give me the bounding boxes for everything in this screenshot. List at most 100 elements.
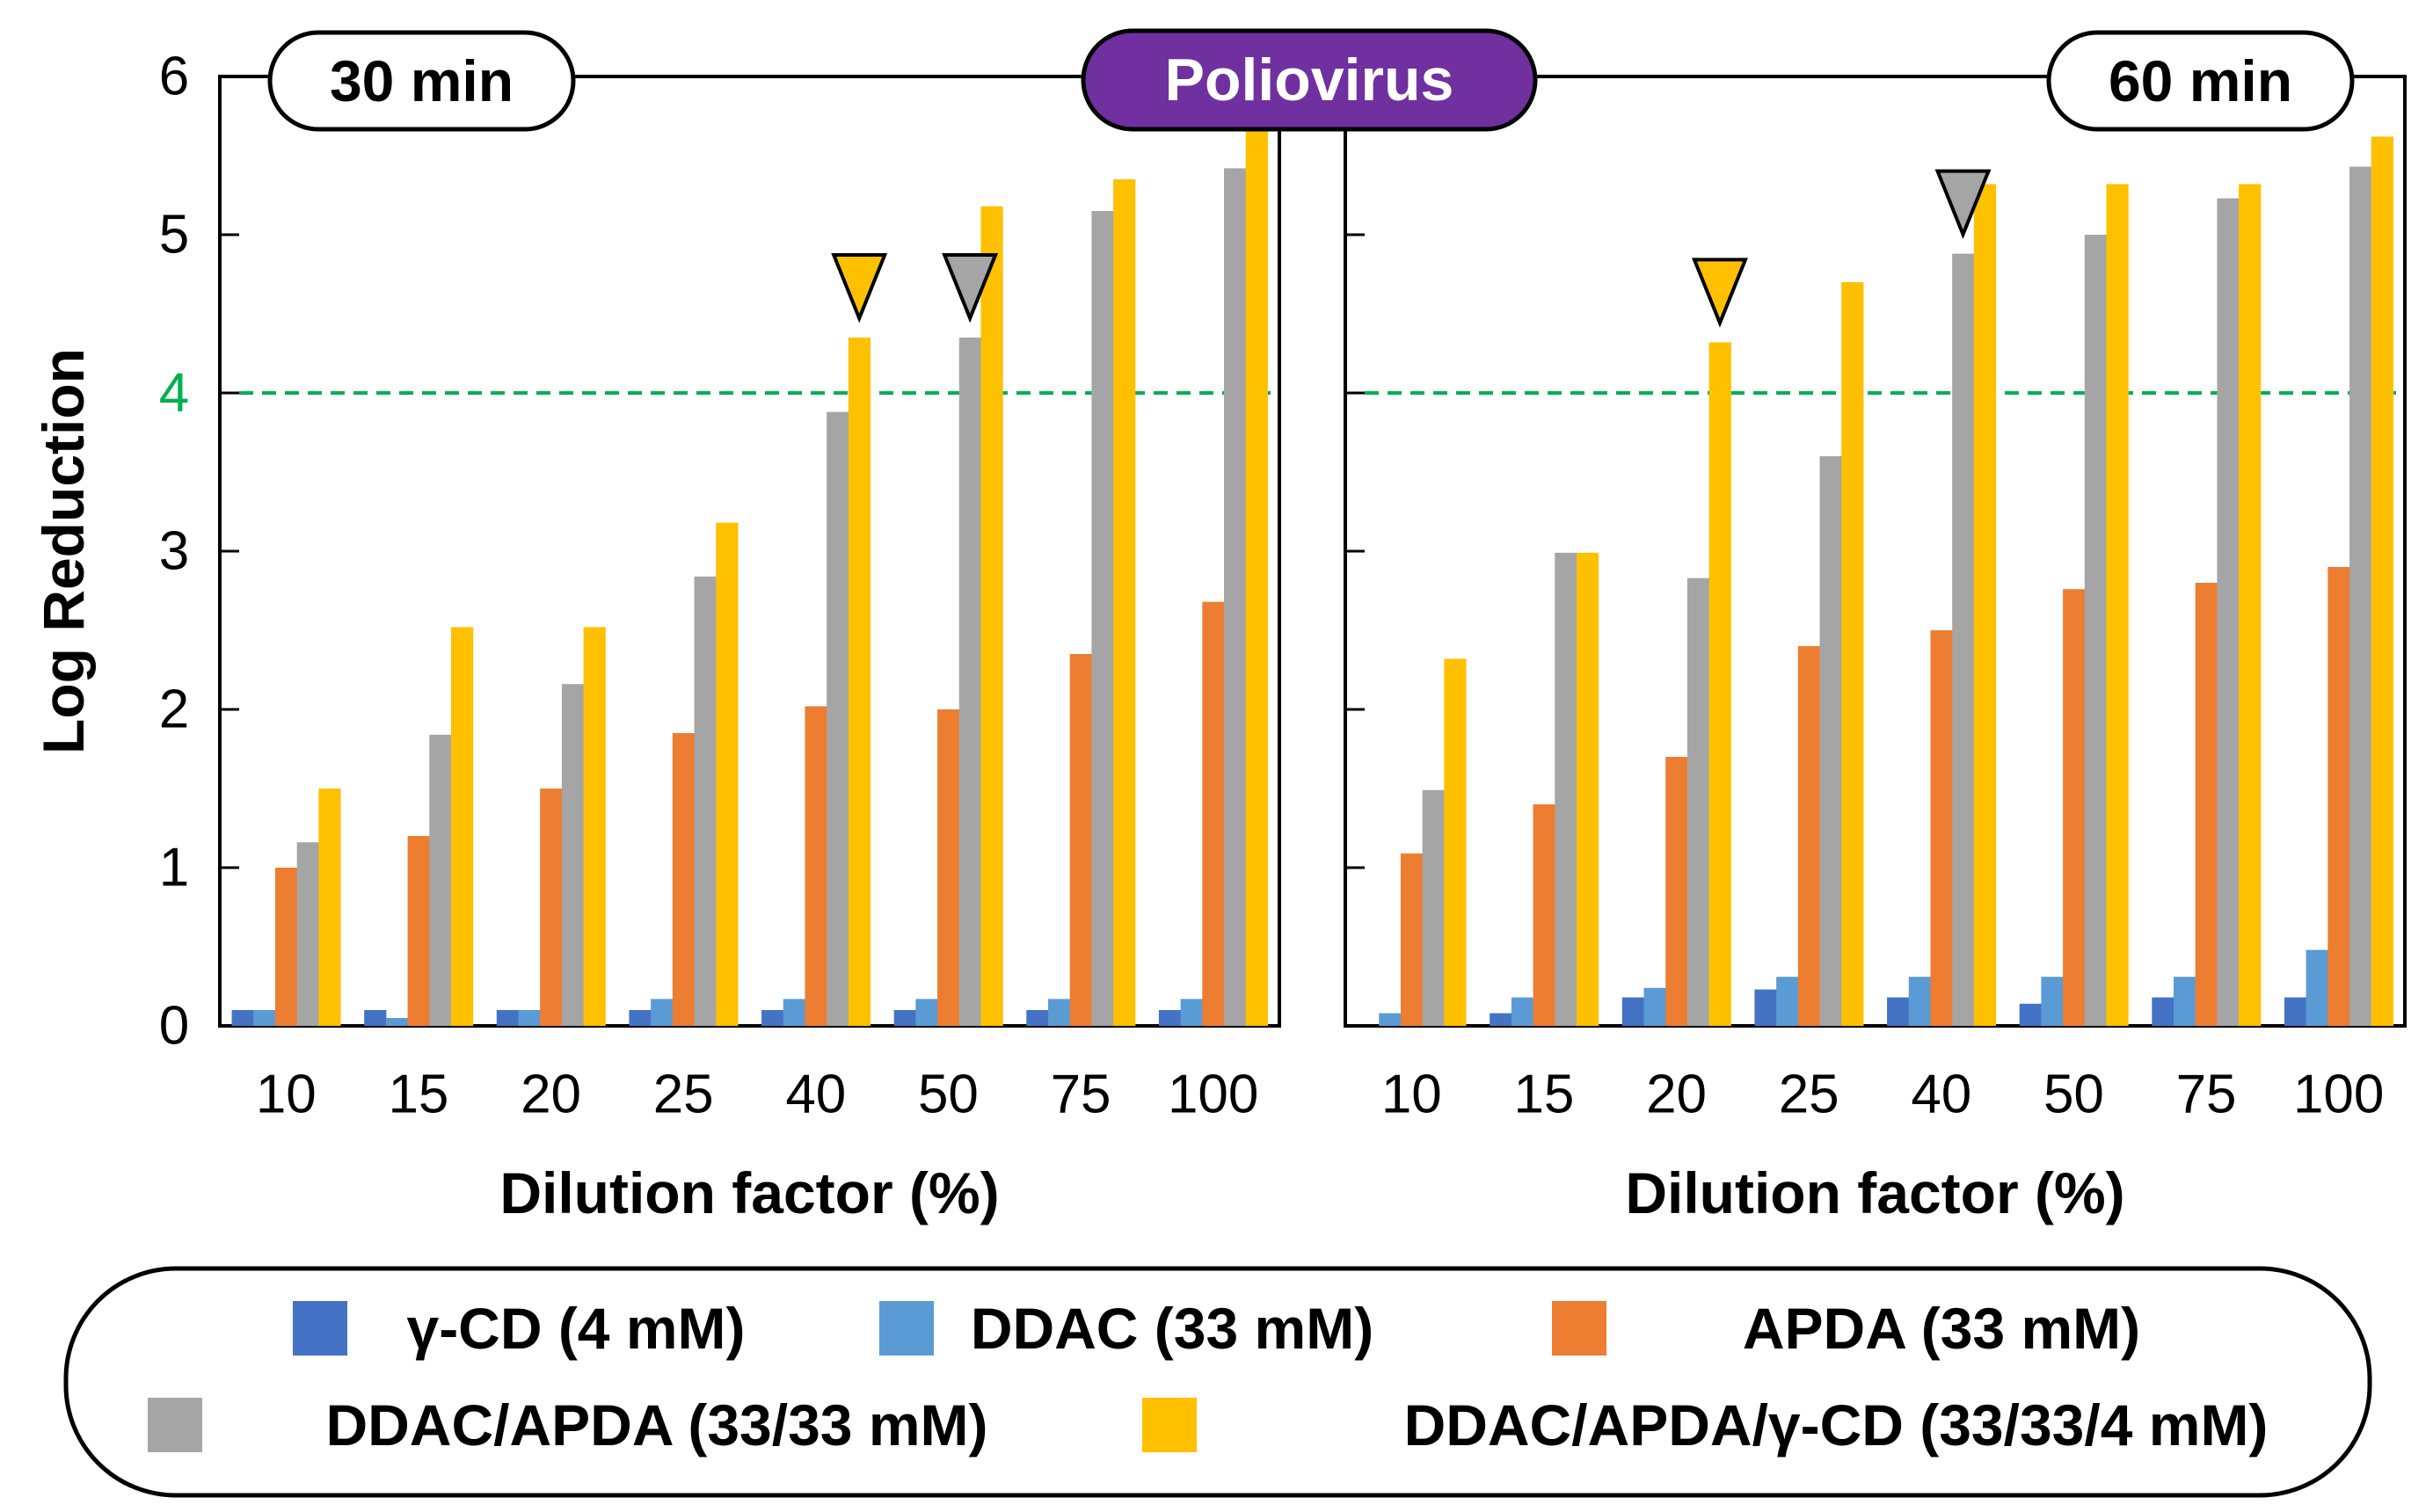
time-label: 60 min bbox=[2109, 48, 2292, 113]
legend-swatch bbox=[1552, 1301, 1606, 1356]
bar bbox=[1908, 977, 1931, 1026]
bar bbox=[2349, 166, 2372, 1027]
x-tick-label: 100 bbox=[1168, 1065, 1258, 1125]
bar bbox=[1708, 342, 1731, 1026]
panel-60-min: 10 15 20 25 40 50 75 100 Dilution factor (%) 60 m… bbox=[1344, 30, 2407, 1225]
bar bbox=[1665, 757, 1688, 1026]
bar bbox=[1621, 997, 1645, 1026]
bar bbox=[1841, 282, 1864, 1026]
bar bbox=[2041, 977, 2064, 1026]
bar bbox=[980, 206, 1003, 1027]
bar bbox=[518, 1010, 541, 1026]
legend-label: DDAC/APDA/γ-CD (33/33/4 mM) bbox=[1404, 1392, 2269, 1457]
bar bbox=[1026, 1010, 1049, 1026]
bar bbox=[540, 789, 563, 1026]
legend-label: DDAC/APDA (33/33 mM) bbox=[325, 1392, 987, 1457]
legend-swatch bbox=[879, 1301, 934, 1356]
bar bbox=[1973, 184, 1997, 1026]
bar bbox=[1490, 1013, 1512, 1026]
bar bbox=[805, 706, 827, 1026]
bar bbox=[1533, 804, 1555, 1026]
bar bbox=[2306, 949, 2328, 1026]
bar bbox=[893, 1010, 916, 1026]
marker-triangle bbox=[831, 253, 888, 323]
legend-swatch bbox=[148, 1398, 202, 1452]
bar bbox=[1379, 1013, 1402, 1026]
bar bbox=[2019, 1003, 2042, 1026]
bar bbox=[716, 522, 739, 1026]
bar bbox=[274, 868, 298, 1026]
y-tick-label: 0 bbox=[159, 996, 189, 1057]
x-tick-label: 20 bbox=[521, 1065, 581, 1125]
x-tick-label: 20 bbox=[1646, 1065, 1707, 1125]
x-tick-label: 40 bbox=[1911, 1065, 1971, 1125]
bar bbox=[231, 1010, 254, 1026]
bar bbox=[2195, 583, 2218, 1026]
bar bbox=[629, 1010, 652, 1026]
x-tick-label: 100 bbox=[2293, 1065, 2384, 1125]
x-tick-label: 40 bbox=[785, 1065, 846, 1125]
y-tick-label: 3 bbox=[159, 521, 189, 582]
bar bbox=[429, 734, 452, 1026]
bar bbox=[2063, 589, 2086, 1026]
bar bbox=[1224, 168, 1247, 1026]
bar bbox=[915, 999, 938, 1026]
x-tick-label: 75 bbox=[2176, 1065, 2237, 1125]
y-tick-label: 2 bbox=[159, 680, 189, 740]
bar bbox=[2106, 184, 2129, 1026]
x-tick-label: 15 bbox=[1513, 1065, 1574, 1125]
y-axis-label: Log Reduction bbox=[31, 348, 96, 754]
x-tick-label: 25 bbox=[653, 1065, 714, 1125]
bar bbox=[318, 789, 341, 1026]
bar bbox=[1422, 789, 1445, 1026]
bar bbox=[1180, 999, 1203, 1026]
x-tick-label: 75 bbox=[1051, 1065, 1111, 1125]
x-tick-label: 25 bbox=[1779, 1065, 1839, 1125]
bar bbox=[1776, 977, 1799, 1026]
bar bbox=[253, 1010, 276, 1026]
y-tick-label: 1 bbox=[159, 838, 189, 898]
bar bbox=[958, 338, 981, 1026]
bar bbox=[450, 627, 474, 1026]
legend-swatch bbox=[293, 1301, 347, 1356]
bar bbox=[651, 999, 674, 1026]
bar bbox=[937, 709, 960, 1026]
legend-swatch bbox=[1142, 1398, 1197, 1452]
bar bbox=[2217, 198, 2240, 1027]
bar bbox=[1048, 999, 1071, 1026]
title-box bbox=[1081, 28, 1538, 132]
bar bbox=[1245, 116, 1268, 1026]
bar bbox=[2174, 977, 2196, 1026]
bar bbox=[2284, 997, 2307, 1026]
bar bbox=[1069, 654, 1092, 1026]
y-tick-label: 6 bbox=[159, 47, 189, 107]
bar bbox=[783, 999, 805, 1026]
bar bbox=[2239, 184, 2262, 1026]
bar bbox=[561, 684, 585, 1026]
x-tick-label: 10 bbox=[1381, 1065, 1442, 1125]
legend-label: γ-CD (4 mM) bbox=[406, 1296, 745, 1361]
bar bbox=[848, 338, 871, 1026]
bar bbox=[496, 1010, 520, 1026]
bar bbox=[694, 576, 717, 1026]
bar bbox=[1091, 211, 1114, 1026]
bar bbox=[2371, 136, 2393, 1026]
x-tick-label: 50 bbox=[918, 1065, 979, 1125]
x-tick-label: 10 bbox=[256, 1065, 317, 1125]
bar bbox=[407, 836, 430, 1026]
legend-label: APDA (33 mM) bbox=[1743, 1296, 2140, 1361]
marker-triangle bbox=[1692, 258, 1748, 328]
bar bbox=[1930, 630, 1953, 1026]
marker-triangle bbox=[942, 253, 999, 323]
legend-label: DDAC (33 mM) bbox=[971, 1296, 1373, 1361]
threshold-label: 4 bbox=[159, 363, 189, 424]
panel-30-min: 0 1 2 3 4 5 6 10 15 20 25 40 50 75 100 Dilution factor … bbox=[31, 30, 1281, 1225]
bar bbox=[1643, 987, 1666, 1026]
bar bbox=[1686, 578, 1710, 1026]
bar bbox=[1555, 552, 1577, 1026]
bar bbox=[385, 1018, 409, 1026]
bar bbox=[364, 1010, 387, 1026]
bar bbox=[1444, 658, 1467, 1026]
bar bbox=[2084, 235, 2107, 1026]
